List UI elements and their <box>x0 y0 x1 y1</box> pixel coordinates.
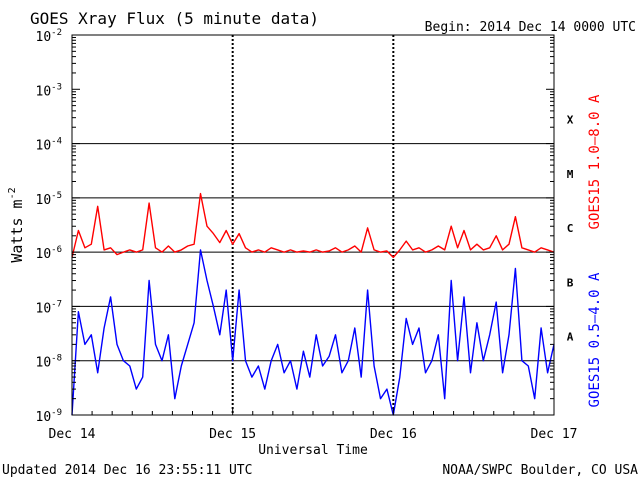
flare-class-label: C <box>567 222 574 235</box>
x-tick-label: Dec 17 <box>531 427 578 442</box>
y-tick-base: 10 <box>36 139 52 154</box>
flare-class-label: M <box>567 168 574 181</box>
flare-class-label: A <box>567 331 574 344</box>
y-tick-label: 10-2 <box>36 28 63 45</box>
x-tick-label: Dec 14 <box>49 427 96 442</box>
y-tick-label: 10-6 <box>36 245 63 262</box>
x-tick-label: Dec 15 <box>209 427 256 442</box>
series-line-2 <box>71 249 555 416</box>
x-axis-label: Universal Time <box>258 443 368 458</box>
y-tick-label: 10-5 <box>36 191 63 208</box>
series-line-1 <box>71 192 555 259</box>
y-tick-label: 10-7 <box>36 299 63 316</box>
y-axis-label-exponent: -2 <box>7 187 18 199</box>
series-layer <box>71 192 555 416</box>
y-tick-base: 10 <box>36 193 52 208</box>
y-tick-exponent: -7 <box>51 299 62 309</box>
updated-timestamp: Updated 2014 Dec 16 23:55:11 UTC <box>2 463 252 478</box>
svg-text:Watts m-2: Watts m-2 <box>7 187 26 262</box>
y-axis-label: Watts m <box>8 199 26 262</box>
y-tick-base: 10 <box>36 247 52 262</box>
flare-class-label: B <box>567 276 574 289</box>
y-tick-base: 10 <box>36 30 52 45</box>
y-tick-label: 10-3 <box>36 82 63 99</box>
y-tick-exponent: -9 <box>51 408 62 418</box>
legend-label-2: GOES15 0.5–4.0 A <box>587 272 603 407</box>
y-tick-base: 10 <box>36 410 52 425</box>
chart-title: GOES Xray Flux (5 minute data) <box>30 9 319 28</box>
begin-label: Begin: 2014 Dec 14 0000 UTC <box>425 20 636 35</box>
credit-label: NOAA/SWPC Boulder, CO USA <box>442 463 638 478</box>
y-tick-exponent: -6 <box>51 245 62 255</box>
y-tick-exponent: -4 <box>51 137 62 147</box>
flare-class-label: X <box>567 114 574 127</box>
y-tick-base: 10 <box>36 356 52 371</box>
x-tick-label: Dec 16 <box>370 427 417 442</box>
y-tick-label: 10-4 <box>36 137 63 154</box>
y-tick-label: 10-8 <box>36 354 63 371</box>
legend: GOES15 1.0–8.0 A GOES15 0.5–4.0 A <box>587 94 603 407</box>
y-tick-base: 10 <box>36 84 52 99</box>
flare-class-labels: X M C B A <box>567 114 574 344</box>
x-axis: Dec 14 Dec 15 Dec 16 Dec 17 <box>49 407 578 442</box>
legend-label-1: GOES15 1.0–8.0 A <box>587 94 603 229</box>
y-tick-base: 10 <box>36 301 52 316</box>
y-tick-label: 10-9 <box>36 408 63 425</box>
y-tick-exponent: -2 <box>51 28 62 38</box>
y-tick-exponent: -8 <box>51 354 62 364</box>
y-tick-exponent: -5 <box>51 191 62 201</box>
y-tick-exponent: -3 <box>51 82 62 92</box>
y-axis-label-group: Watts m-2 <box>7 187 26 262</box>
y-axis: 10-910-810-710-610-510-410-310-2 <box>36 28 554 425</box>
